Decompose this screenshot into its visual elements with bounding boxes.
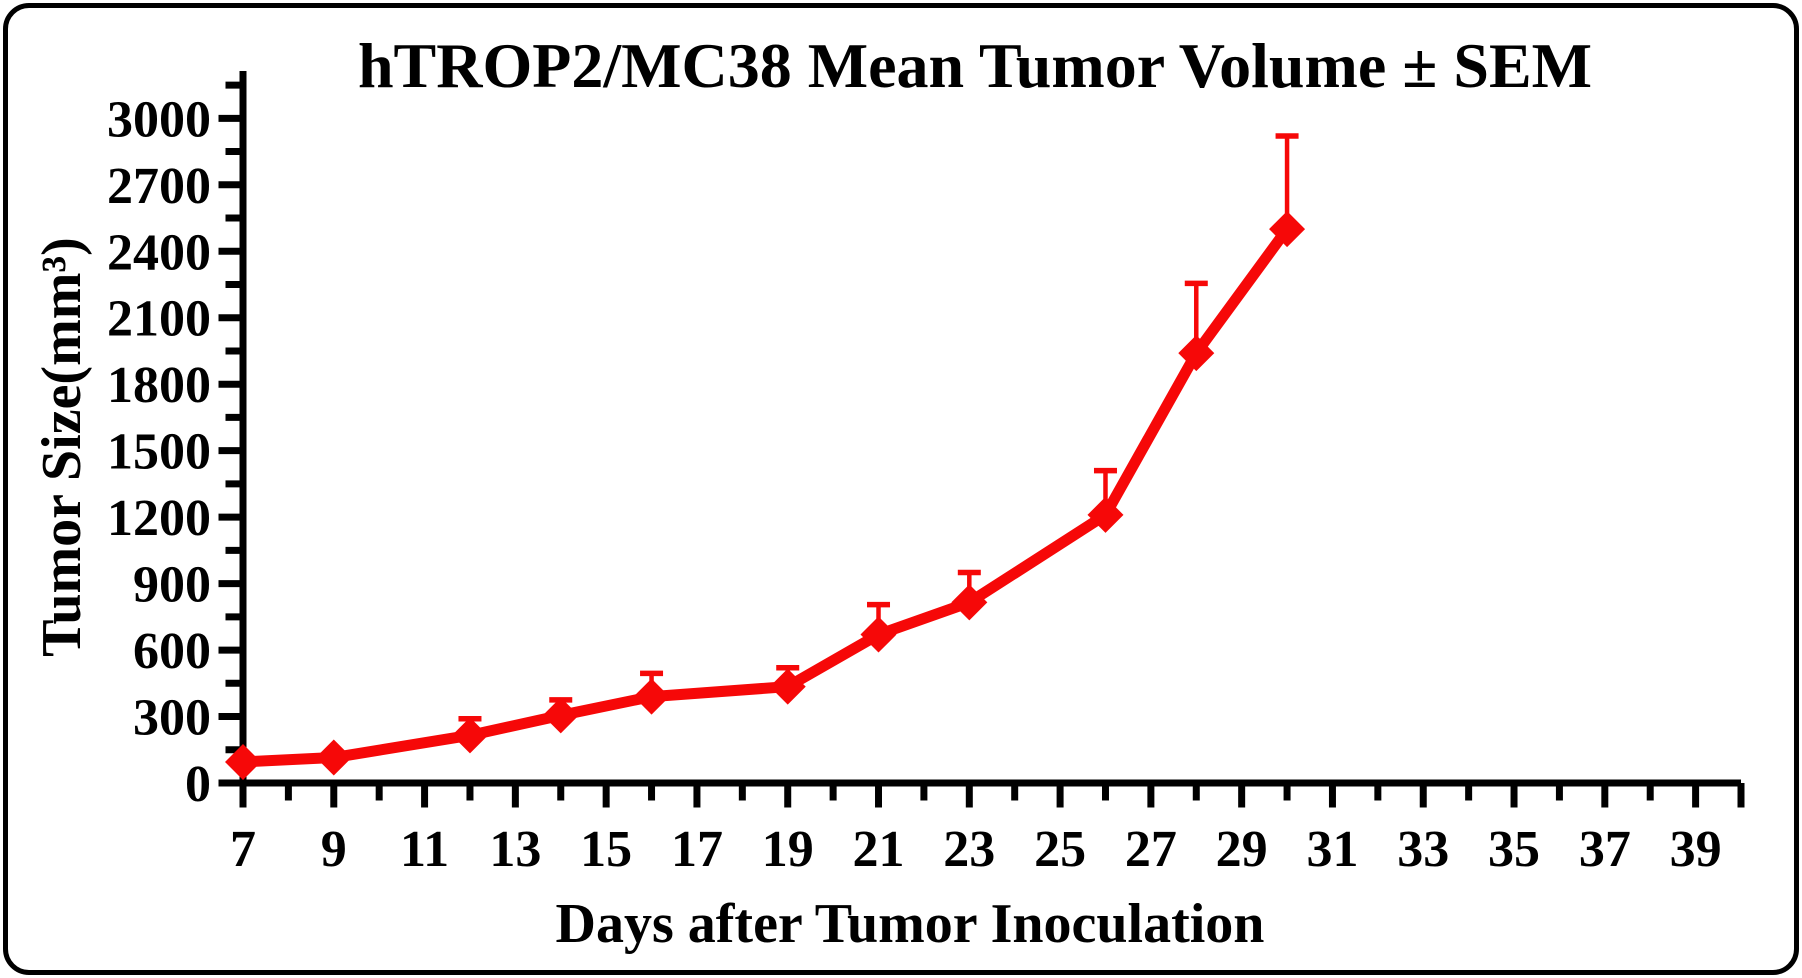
- x-tick-label: 7: [230, 821, 256, 878]
- x-tick-label: 19: [762, 821, 814, 878]
- y-tick-label: 2100: [107, 291, 211, 348]
- data-point-marker: [860, 616, 897, 653]
- data-point-marker: [451, 717, 488, 754]
- data-point-marker: [542, 697, 579, 734]
- x-tick-label: 27: [1125, 821, 1177, 878]
- x-tick-label: 25: [1034, 821, 1086, 878]
- data-point-marker: [951, 584, 988, 621]
- data-point-marker: [225, 743, 261, 780]
- x-tick-label: 37: [1579, 821, 1631, 878]
- x-tick-label: 31: [1306, 821, 1358, 878]
- x-tick-label: 35: [1488, 821, 1540, 878]
- y-tick-label: 2700: [107, 158, 211, 215]
- data-point-marker: [315, 739, 352, 776]
- y-tick-label: 300: [133, 690, 211, 747]
- x-tick-label: 9: [321, 821, 347, 878]
- x-tick-label: 23: [943, 821, 995, 878]
- data-point-marker: [1178, 335, 1215, 372]
- y-axis-title: Tumor Size(mm³): [31, 237, 93, 657]
- data-point-marker: [1269, 211, 1306, 248]
- x-tick-label: 33: [1397, 821, 1449, 878]
- x-tick-label: 39: [1670, 821, 1722, 878]
- chart-title: hTROP2/MC38 Mean Tumor Volume ± SEM: [357, 30, 1593, 101]
- x-tick-label: 15: [580, 821, 632, 878]
- y-tick-label: 600: [133, 623, 211, 680]
- y-tick-label: 1500: [107, 424, 211, 481]
- x-tick-label: 17: [671, 821, 723, 878]
- x-tick-label: 21: [853, 821, 905, 878]
- data-point-marker: [1087, 496, 1124, 533]
- data-point-marker: [633, 678, 670, 715]
- y-tick-label: 3000: [107, 91, 211, 148]
- series-line: [242, 225, 1292, 768]
- x-axis-title: Days after Tumor Inoculation: [555, 893, 1265, 955]
- y-tick-label: 0: [185, 756, 211, 813]
- y-tick-label: 2400: [107, 224, 211, 281]
- x-tick-label: 11: [400, 821, 449, 878]
- y-tick-label: 900: [133, 557, 211, 614]
- y-tick-label: 1200: [107, 490, 211, 547]
- x-tick-label: 29: [1216, 821, 1268, 878]
- data-point-marker: [769, 668, 806, 705]
- y-tick-label: 1800: [107, 357, 211, 414]
- x-tick-label: 13: [489, 821, 541, 878]
